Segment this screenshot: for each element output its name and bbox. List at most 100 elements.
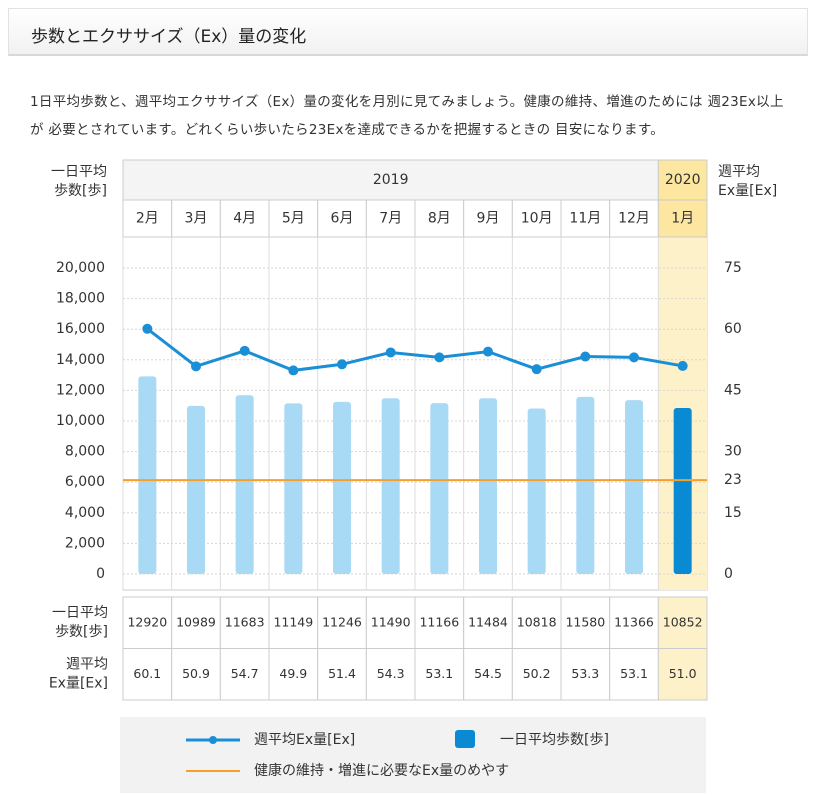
table-value: 54.7: [231, 666, 259, 681]
table-value: 53.1: [425, 666, 453, 681]
line-point: [142, 323, 153, 334]
line-point: [337, 359, 347, 370]
table-value: 11490: [371, 614, 411, 629]
table-cell: [365, 648, 416, 701]
x-tick-label: 1月: [671, 211, 694, 227]
table-cell: [414, 596, 465, 649]
month-cell: [268, 199, 319, 238]
y-tick-label: 8,000: [65, 444, 105, 460]
table-value: 50.2: [523, 666, 551, 681]
y-tick-label: 6,000: [65, 474, 105, 490]
month-cell: [171, 199, 221, 238]
line-point: [580, 351, 591, 362]
header-title: 歩数とエクササイズ（Ex）量の変化: [31, 27, 307, 47]
x-tick-label: 6月: [331, 211, 354, 227]
table-cell: [511, 648, 562, 701]
line-series: [146, 327, 683, 372]
line-point: [483, 346, 493, 357]
y-tick-label: 14,000: [56, 352, 105, 368]
bar: [187, 405, 205, 574]
y-tick-label: 0: [96, 566, 105, 582]
table-value: 11149: [273, 614, 313, 629]
legend-label: 週平均Ex量[Ex]: [254, 732, 355, 748]
table-cell: [219, 648, 270, 701]
table-value: 50.9: [182, 666, 210, 681]
line-point: [385, 347, 396, 358]
month-cell: [657, 199, 708, 238]
x-tick-label: 12月: [618, 211, 650, 227]
y-tick-label: 18,000: [56, 291, 105, 307]
table-value: 51.4: [328, 666, 356, 681]
table-cell: [657, 596, 708, 649]
x-tick-label: 11月: [569, 211, 601, 227]
line-point: [191, 361, 201, 372]
x-tick-label: 2月: [136, 211, 159, 227]
table-value: 49.9: [279, 666, 307, 681]
line-point: [239, 345, 250, 356]
table-cell: [122, 648, 173, 701]
table-cell: [317, 648, 367, 701]
legend-label: 一日平均歩数[歩]: [500, 732, 609, 748]
table-value: 10852: [663, 614, 703, 629]
table-cell: [365, 596, 416, 649]
table-value: 53.1: [620, 666, 648, 681]
table-cell: [268, 596, 319, 649]
table-value: 53.3: [571, 666, 599, 681]
x-tick-label: 10月: [521, 211, 553, 227]
table-row-label: 一日平均: [52, 605, 108, 621]
year-cell: [657, 159, 708, 201]
year-label: 2019: [373, 172, 409, 188]
line-point: [531, 364, 542, 375]
bar: [625, 400, 643, 574]
table-value: 11484: [468, 614, 508, 629]
table-cell: [268, 648, 319, 701]
legend-line-marker: [209, 736, 217, 744]
header: 歩数とエクササイズ（Ex）量の変化: [8, 8, 808, 56]
y-tick-label: 4,000: [65, 505, 105, 521]
table-value: 10989: [176, 614, 216, 629]
y2-tick-label: 60: [724, 321, 742, 337]
table-value: 11246: [322, 614, 362, 629]
year-cell: [122, 159, 659, 201]
table-value: 11580: [565, 614, 605, 629]
x-tick-label: 3月: [185, 211, 208, 227]
x-tick-label: 4月: [233, 211, 256, 227]
y-tick-label: 10,000: [56, 413, 105, 429]
table-cell: [560, 648, 611, 701]
line-point: [288, 365, 299, 376]
legend-bar-swatch: [455, 730, 475, 748]
table-value: 11366: [614, 614, 654, 629]
month-cell: [414, 199, 465, 238]
table-row-label: 歩数[歩]: [55, 624, 108, 640]
month-cell: [317, 199, 367, 238]
y2-tick-label: 30: [724, 444, 742, 460]
y2-axis-title: Ex量[Ex]: [718, 183, 777, 199]
bar: [673, 407, 692, 574]
month-cell: [560, 199, 611, 238]
line-point: [677, 360, 688, 371]
bar: [527, 408, 546, 574]
bar: [479, 398, 497, 574]
bar: [430, 403, 449, 574]
y-tick-label: 16,000: [56, 321, 105, 337]
x-tick-label: 7月: [379, 211, 402, 227]
table-value: 54.5: [474, 666, 502, 681]
y-axis-title: 歩数[歩]: [54, 183, 107, 199]
legend-label: 健康の維持・増進に必要なEx量のめやす: [254, 762, 509, 779]
table-value: 54.3: [377, 666, 405, 681]
table-value: 60.1: [133, 666, 161, 681]
y2-tick-label: 15: [724, 505, 742, 521]
description: 1日平均歩数と、週平均エクササイズ（Ex）量の変化を月別に見てみましょう。健康の…: [30, 94, 784, 138]
month-cell: [219, 199, 270, 238]
table-cell: [463, 648, 513, 701]
line-point: [434, 352, 445, 363]
bar: [381, 398, 400, 574]
bar: [138, 376, 157, 574]
table-value: 11166: [419, 614, 459, 629]
y2-axis-title: 週平均: [718, 164, 760, 180]
bar: [576, 396, 595, 574]
table-value: 12920: [127, 614, 167, 629]
y2-tick-label: 0: [724, 566, 733, 582]
